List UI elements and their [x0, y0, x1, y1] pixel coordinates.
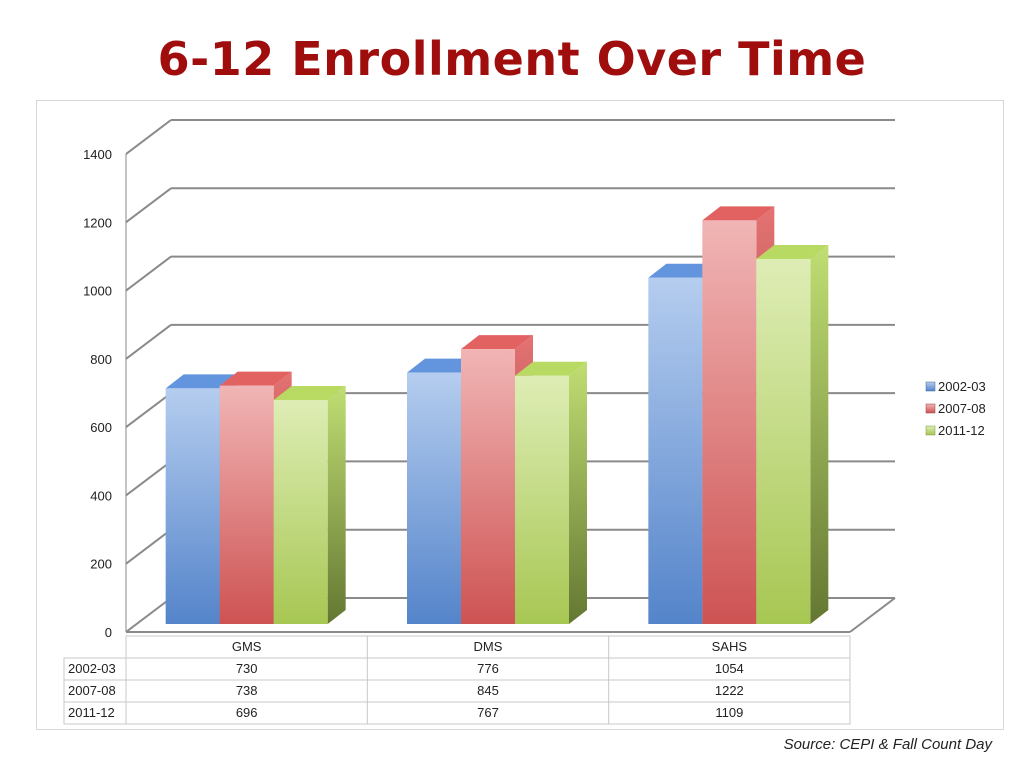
gridline-side [125, 460, 172, 497]
bar-top [219, 371, 292, 386]
gridline-side [125, 528, 172, 565]
bar-top [273, 385, 346, 400]
chart-walls [125, 154, 896, 633]
page-title: 6-12 Enrollment Over Time [157, 32, 867, 86]
bar-top [515, 361, 587, 376]
bar-side [569, 361, 587, 624]
bar-front [461, 349, 515, 624]
y-tick-label: 1200 [83, 215, 112, 230]
gridline-side [125, 119, 172, 155]
legend-label: 2011-12 [938, 423, 985, 438]
bar-gms-2011-12 [273, 385, 346, 624]
table-cell: 1054 [715, 661, 744, 676]
data-table: GMS DMS SAHS 2002-03 730 776 1054 2007-08 738 845… [63, 635, 851, 725]
bar-top [702, 206, 775, 221]
legend-label: 2007-08 [938, 401, 986, 416]
y-tick-label: 1000 [83, 284, 112, 299]
y-tick-label: 1400 [83, 147, 112, 162]
legend-item-2011-12: 2011-12 [925, 423, 985, 438]
table-cell: 1109 [715, 705, 743, 720]
legend-item-2002-03: 2002-03 [925, 379, 986, 394]
bar-top [165, 374, 238, 389]
y-tick-label: 400 [90, 488, 112, 503]
y-axis-ticks: 0 200 400 600 800 1000 1200 1400 [83, 147, 112, 640]
table-series-label: 2011-12 [68, 705, 115, 720]
bar-front [219, 385, 274, 624]
table-cell: 738 [236, 683, 258, 698]
gridline-side [125, 187, 172, 224]
table-cell: 1222 [715, 683, 744, 698]
source-note: Source: CEPI & Fall Count Day [783, 736, 992, 753]
y-tick-label: 0 [105, 625, 112, 640]
bar-side [810, 244, 829, 624]
chart-frame [36, 100, 1004, 730]
table-cell: 767 [477, 705, 499, 720]
bar-front [702, 220, 757, 625]
bar-front [648, 277, 703, 624]
legend-item-2007-08: 2007-08 [925, 401, 986, 416]
gridline-side [125, 324, 172, 360]
table-cell: 730 [236, 661, 258, 676]
x-category-label: GMS [232, 639, 262, 654]
table-series-label: 2007-08 [68, 683, 116, 698]
bar-side [327, 385, 346, 624]
y-tick-label: 600 [90, 420, 112, 435]
floor-right-edge [849, 597, 896, 633]
legend-swatch [925, 425, 936, 436]
legend: 2002-03 2007-08 2011-12 [925, 379, 986, 438]
bars [165, 206, 829, 625]
x-category-label: SAHS [712, 639, 748, 654]
bar-front [165, 388, 220, 624]
table-cell: 845 [477, 683, 499, 698]
bar-front [515, 375, 569, 624]
bar-top [756, 244, 829, 259]
gridline-side [125, 255, 172, 292]
legend-label: 2002-03 [938, 379, 986, 394]
y-tick-label: 200 [90, 557, 112, 572]
x-category-label: DMS [474, 639, 503, 654]
y-tick-label: 800 [90, 352, 112, 367]
gridline-side [125, 392, 172, 428]
legend-swatch [925, 381, 936, 392]
legend-swatch [925, 403, 936, 414]
table-series-label: 2002-03 [68, 661, 116, 676]
gridline-side [125, 597, 172, 633]
bar-sahs-2011-12 [756, 244, 829, 624]
bar-front [407, 372, 461, 624]
bar-front [273, 399, 328, 624]
bar-dms-2011-12 [515, 361, 587, 624]
table-cell: 696 [236, 705, 258, 720]
bar-front [756, 258, 811, 624]
table-cell: 776 [477, 661, 499, 676]
bar-top [461, 335, 533, 350]
